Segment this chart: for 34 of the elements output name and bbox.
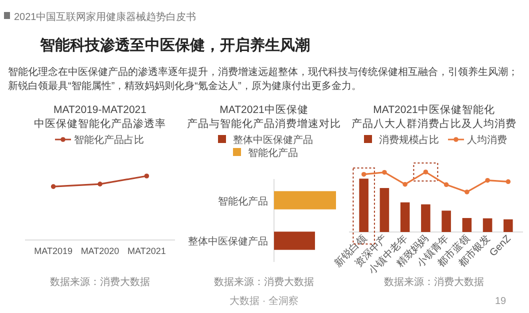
legend-label: 消费规模占比: [379, 134, 439, 146]
point: [506, 179, 511, 184]
chart-title: MAT2021中医保健智能化产品八大人群消费占比及人均消费: [352, 103, 516, 130]
chart-title: MAT2019-MAT2021 中医保健智能化产品渗透率: [34, 104, 166, 130]
bar: [462, 218, 472, 232]
text: 智能科技渗透至中医保健，开启养生风潮: [39, 36, 310, 54]
bar: [482, 218, 492, 232]
legend-label: 人均消费: [467, 134, 507, 146]
legend-label: 智能化产品占比: [74, 134, 144, 146]
legend-label: 整体中医保健产品: [233, 134, 313, 146]
text: 大数据 · 全洞察: [230, 295, 298, 307]
source-note: 数据来源：消费大数据: [384, 276, 484, 288]
source-note: 数据来源：消费大数据: [214, 276, 314, 288]
source-note: 数据来源：消费大数据: [50, 276, 150, 288]
bar: [359, 178, 368, 232]
text: 2021中国互联网家用健康器械趋势白皮书: [14, 11, 196, 23]
point: [464, 190, 470, 194]
point: [361, 172, 366, 177]
point: [402, 182, 408, 187]
point: [382, 170, 387, 175]
chart-title: MAT2021中医保健产品与智能化产品消费增速对比: [187, 103, 341, 130]
point: [444, 182, 449, 188]
bar: [421, 204, 430, 232]
bar: [504, 219, 513, 232]
bar: [400, 202, 410, 232]
text: 智能化理念在中医保健产品的渗透率逐年提升，消费增速远超整体，现代科技与传统保健相互融合，引领养生风潮；新锐白领最具“智能属性”，精致妈妈则化身“氪金达人”，原为健康付出更多金力。: [8, 66, 518, 92]
text: 19: [495, 296, 507, 307]
bar: [442, 210, 451, 232]
legend-label: 智能化产品: [248, 147, 298, 159]
x-tick-label: MAT2020: [80, 246, 120, 256]
bar: [380, 188, 390, 232]
x-tick-label: MAT2019: [34, 246, 73, 256]
x-tick-label: MAT2021: [127, 246, 166, 256]
point: [485, 178, 490, 183]
